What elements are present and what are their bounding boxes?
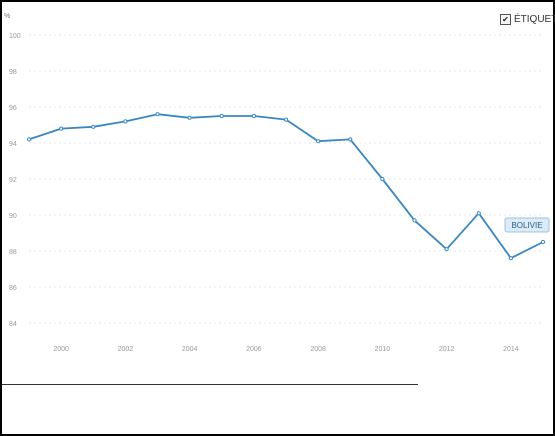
data-point[interactable] bbox=[251, 113, 256, 119]
y-tick-label: 84 bbox=[9, 321, 17, 328]
x-tick-label: 2000 bbox=[53, 346, 69, 353]
x-tick-label: 2010 bbox=[375, 346, 391, 353]
data-point[interactable] bbox=[508, 256, 513, 261]
data-point[interactable] bbox=[540, 239, 546, 245]
series-line bbox=[28, 113, 544, 260]
check-icon: ✔ bbox=[502, 14, 509, 24]
y-tick-label: 100 bbox=[9, 33, 21, 40]
axis-ticks: 84 86 88 90 92 94 96 98 100 2000 2002 2004 2006 2008 2… bbox=[9, 33, 519, 353]
x-tick-label: 2006 bbox=[246, 346, 262, 353]
series-label-layer: BOLIVIE bbox=[504, 217, 550, 233]
x-tick-label: 2014 bbox=[503, 346, 519, 353]
series-label-text: BOLIVIE bbox=[511, 221, 542, 230]
x-tick-label: 2008 bbox=[310, 346, 326, 353]
data-point[interactable] bbox=[412, 218, 417, 223]
x-tick-label: 2012 bbox=[439, 346, 455, 353]
y-tick-label: 88 bbox=[9, 249, 17, 256]
data-point[interactable] bbox=[91, 124, 96, 129]
gridlines bbox=[29, 34, 543, 324]
series-name-label: BOLIVIE bbox=[504, 217, 550, 233]
y-tick-label: 90 bbox=[9, 213, 17, 220]
y-tick-label: 96 bbox=[9, 105, 17, 112]
data-point[interactable] bbox=[380, 176, 385, 182]
data-point[interactable] bbox=[155, 112, 160, 117]
data-point[interactable] bbox=[187, 115, 192, 120]
footer-divider bbox=[2, 384, 418, 385]
data-point[interactable] bbox=[26, 137, 32, 142]
data-point[interactable] bbox=[123, 119, 128, 124]
y-tick-label: 94 bbox=[9, 141, 17, 148]
data-point[interactable] bbox=[283, 117, 289, 122]
data-point[interactable] bbox=[219, 113, 224, 119]
labels-toggle[interactable]: ✔ ÉTIQUETT bbox=[500, 14, 555, 25]
data-point[interactable] bbox=[444, 247, 449, 252]
y-tick-label: 86 bbox=[9, 285, 17, 292]
y-tick-label: 92 bbox=[9, 177, 17, 184]
x-tick-label: 2004 bbox=[182, 346, 198, 353]
data-point[interactable] bbox=[476, 211, 481, 216]
labels-checkbox[interactable]: ✔ bbox=[500, 14, 511, 25]
labels-toggle-text: ÉTIQUETT bbox=[514, 14, 555, 25]
series-label-box bbox=[504, 217, 550, 233]
series-layer bbox=[26, 112, 546, 261]
y-axis-label: % bbox=[4, 13, 10, 20]
x-tick-label: 2002 bbox=[118, 346, 134, 353]
data-point[interactable] bbox=[59, 126, 64, 131]
y-tick-label: 98 bbox=[9, 69, 17, 76]
data-point[interactable] bbox=[316, 139, 321, 144]
data-point[interactable] bbox=[348, 137, 353, 142]
